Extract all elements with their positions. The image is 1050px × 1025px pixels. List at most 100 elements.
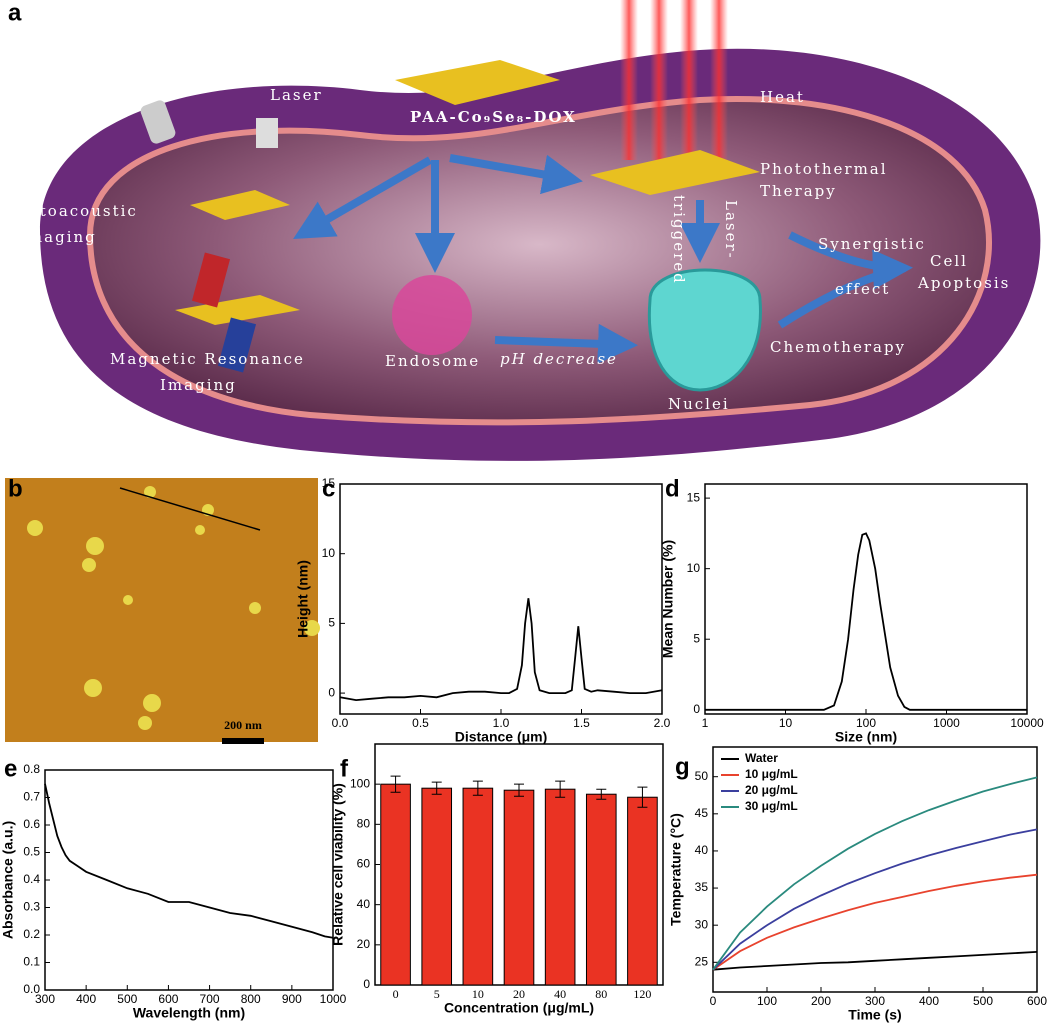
particle bbox=[138, 716, 152, 730]
x-tick-label: 100 bbox=[757, 994, 777, 1008]
panel-label: f bbox=[340, 755, 349, 782]
afm-background bbox=[5, 478, 318, 742]
nanosheet bbox=[190, 190, 290, 220]
plot-frame bbox=[44, 769, 334, 991]
y-tick-label: 0.0 bbox=[23, 982, 40, 996]
x-tick-label: 300 bbox=[35, 992, 55, 1006]
y-tick-label: 0.4 bbox=[23, 872, 40, 886]
y-axis-title: Height (nm) bbox=[295, 560, 311, 638]
y-tick-label: 5 bbox=[328, 616, 335, 630]
y-tick-label: 60 bbox=[357, 857, 371, 871]
panel-label: b bbox=[8, 475, 23, 502]
photoacoustic-label: Imaging bbox=[20, 228, 97, 246]
endosome-label: Endosome bbox=[385, 352, 480, 370]
mri-label: Magnetic Resonance bbox=[110, 350, 305, 368]
panel-label: d bbox=[665, 475, 680, 502]
particle bbox=[27, 520, 43, 536]
cell-inner bbox=[86, 95, 992, 426]
synergistic-label: Synergistic bbox=[818, 235, 926, 253]
y-tick-label: 45 bbox=[695, 806, 709, 820]
magnet-n bbox=[217, 317, 257, 373]
y-tick-label: 40 bbox=[695, 843, 709, 857]
laser-triggered-label: Laser- bbox=[722, 200, 740, 260]
data-line bbox=[712, 873, 1038, 971]
y-tick-label: 0.7 bbox=[23, 790, 40, 804]
chemotherapy-label: Chemotherapy bbox=[770, 338, 906, 356]
y-axis-title: Absorbance (a.u.) bbox=[0, 821, 16, 939]
nuclei-label: Nuclei bbox=[668, 395, 730, 413]
x-axis-title: Concentration (μg/mL) bbox=[444, 1000, 594, 1016]
x-tick-label: 10 bbox=[779, 716, 793, 730]
error-bar bbox=[596, 788, 607, 800]
bar bbox=[544, 788, 576, 986]
legend-label: Water bbox=[745, 751, 778, 765]
y-tick-label: 0 bbox=[328, 685, 335, 699]
y-tick-label: 0.6 bbox=[23, 817, 40, 831]
data-line bbox=[712, 776, 1038, 971]
afm-image: 200 nm bbox=[5, 478, 320, 744]
endosome bbox=[392, 275, 472, 355]
y-tick-label: 30 bbox=[695, 917, 709, 931]
x-tick-label: 900 bbox=[282, 992, 302, 1006]
bar bbox=[585, 793, 617, 986]
agent-label: PAA-Co₉Se₈-DOX bbox=[410, 108, 577, 126]
error-bar bbox=[431, 781, 442, 795]
x-tick-label: 300 bbox=[865, 994, 885, 1008]
y-tick-label: 0 bbox=[693, 702, 700, 716]
x-tick-label: 600 bbox=[1027, 994, 1047, 1008]
panel-label: c bbox=[322, 475, 335, 502]
panel-label: g bbox=[675, 753, 690, 780]
bar bbox=[380, 783, 411, 986]
apoptosis-label: Cell bbox=[930, 252, 968, 270]
bar bbox=[462, 787, 494, 986]
error-bar bbox=[555, 780, 566, 798]
x-tick-label: 400 bbox=[76, 992, 96, 1006]
arrow bbox=[777, 264, 906, 329]
bar bbox=[421, 787, 453, 986]
x-tick-label: 80 bbox=[595, 987, 607, 1001]
y-tick-label: 25 bbox=[695, 954, 709, 968]
y-tick-label: 10 bbox=[687, 561, 701, 575]
nanosheet bbox=[395, 60, 560, 105]
x-tick-label: 1000 bbox=[320, 992, 347, 1006]
x-tick-label: 600 bbox=[158, 992, 178, 1006]
y-tick-label: 15 bbox=[687, 490, 701, 504]
y-tick-label: 40 bbox=[357, 897, 371, 911]
y-tick-label: 0 bbox=[363, 977, 370, 991]
particle bbox=[82, 558, 96, 572]
x-tick-label: 1.0 bbox=[493, 716, 510, 730]
legend-label: 20 μg/mL bbox=[745, 783, 798, 797]
x-tick-label: 0 bbox=[710, 994, 717, 1008]
particle bbox=[123, 595, 133, 605]
particle bbox=[144, 486, 156, 498]
x-tick-label: 20 bbox=[513, 987, 525, 1001]
particle bbox=[195, 525, 205, 535]
mri-label: Imaging bbox=[160, 376, 237, 394]
y-tick-label: 15 bbox=[322, 476, 336, 490]
particle bbox=[249, 602, 261, 614]
ph-label: pH decrease bbox=[500, 350, 618, 368]
x-tick-label: 10 bbox=[472, 987, 484, 1001]
x-tick-label: 200 bbox=[811, 994, 831, 1008]
photoacoustic-label: Photoacoustic bbox=[5, 202, 138, 220]
data-line bbox=[705, 532, 1027, 711]
heat-label: Heat bbox=[760, 88, 805, 106]
x-tick-label: 1000 bbox=[933, 716, 960, 730]
profile-line bbox=[119, 487, 261, 531]
x-tick-label: 100 bbox=[856, 716, 876, 730]
magnet-s bbox=[191, 252, 231, 308]
y-tick-label: 80 bbox=[357, 817, 371, 831]
data-line bbox=[44, 783, 334, 939]
photothermal-label: Photothermal bbox=[760, 160, 888, 178]
x-tick-label: 0.0 bbox=[332, 716, 349, 730]
x-tick-label: 1 bbox=[702, 716, 709, 730]
y-axis-title: Temperature (°C) bbox=[668, 813, 684, 926]
x-axis-title: Wavelength (nm) bbox=[133, 1005, 245, 1021]
nanosheet bbox=[175, 295, 300, 325]
panel-label: a bbox=[8, 0, 22, 26]
synergistic-label: effect bbox=[835, 280, 890, 298]
x-axis-title: Size (nm) bbox=[835, 729, 897, 745]
y-tick-label: 0.2 bbox=[23, 927, 40, 941]
bar bbox=[627, 796, 658, 986]
laser-head bbox=[256, 118, 278, 148]
